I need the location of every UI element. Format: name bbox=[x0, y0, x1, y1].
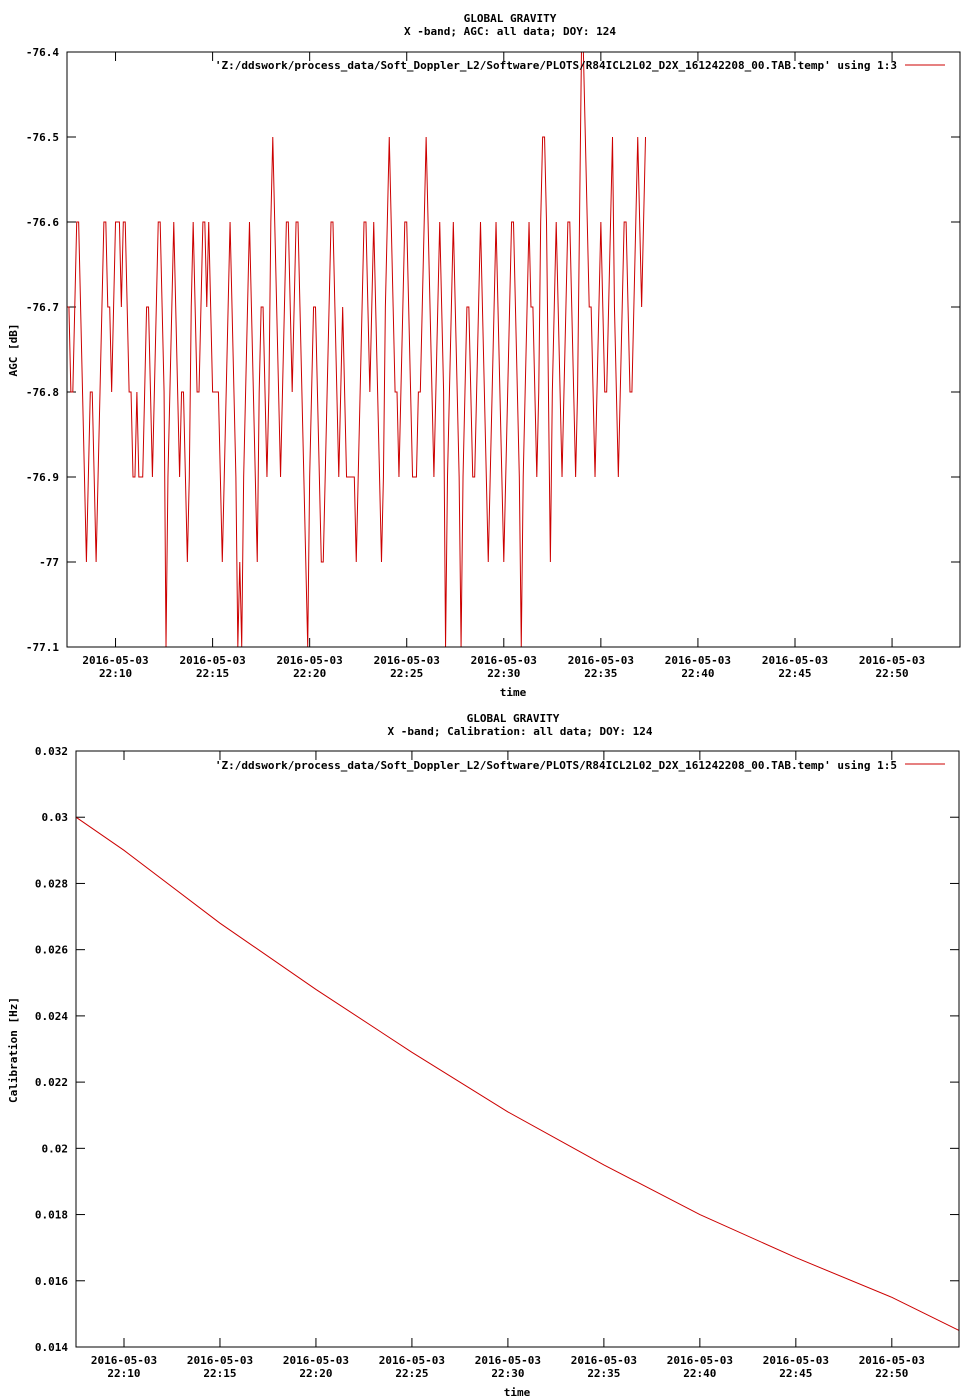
x-tick-date-label: 2016-05-03 bbox=[187, 1354, 253, 1367]
y-tick-label: -76.7 bbox=[26, 301, 59, 314]
y-tick-label: 0.02 bbox=[42, 1142, 69, 1155]
agc-legend-label: 'Z:/ddswork/process_data/Soft_Doppler_L2… bbox=[215, 59, 897, 72]
y-tick-label: -77 bbox=[39, 556, 59, 569]
agc-y-axis-label: AGC [dB] bbox=[7, 324, 20, 377]
x-tick-date-label: 2016-05-03 bbox=[283, 1354, 349, 1367]
x-tick-time-label: 22:40 bbox=[681, 667, 714, 680]
y-tick-label: 0.026 bbox=[35, 944, 68, 957]
y-tick-label: -76.9 bbox=[26, 471, 59, 484]
calibration-series-line bbox=[75, 816, 960, 1331]
x-tick-time-label: 22:30 bbox=[491, 1367, 524, 1380]
agc-chart: GLOBAL GRAVITY X -band; AGC: all data; D… bbox=[7, 12, 961, 699]
x-tick-time-label: 22:45 bbox=[779, 1367, 812, 1380]
calibration-plot-frame bbox=[75, 750, 960, 1348]
x-tick-time-label: 22:45 bbox=[778, 667, 811, 680]
agc-series-line bbox=[67, 51, 647, 648]
x-tick-date-label: 2016-05-03 bbox=[859, 1354, 925, 1367]
x-tick-date-label: 2016-05-03 bbox=[859, 654, 925, 667]
x-tick-date-label: 2016-05-03 bbox=[568, 654, 634, 667]
x-tick-time-label: 22:15 bbox=[196, 667, 229, 680]
x-tick-date-label: 2016-05-03 bbox=[82, 654, 148, 667]
x-tick-time-label: 22:15 bbox=[203, 1367, 236, 1380]
x-tick-time-label: 22:10 bbox=[107, 1367, 140, 1380]
x-tick-date-label: 2016-05-03 bbox=[763, 1354, 829, 1367]
x-tick-time-label: 22:25 bbox=[395, 1367, 428, 1380]
x-tick-time-label: 22:35 bbox=[587, 1367, 620, 1380]
x-tick-time-label: 22:50 bbox=[875, 1367, 908, 1380]
calibration-x-axis-label: time bbox=[504, 1386, 531, 1399]
y-tick-label: -76.8 bbox=[26, 386, 59, 399]
x-tick-date-label: 2016-05-03 bbox=[762, 654, 828, 667]
x-tick-time-label: 22:20 bbox=[293, 667, 326, 680]
x-tick-date-label: 2016-05-03 bbox=[179, 654, 245, 667]
y-tick-label: 0.03 bbox=[42, 811, 69, 824]
y-tick-label: 0.024 bbox=[35, 1010, 68, 1023]
x-tick-date-label: 2016-05-03 bbox=[471, 654, 537, 667]
x-tick-date-label: 2016-05-03 bbox=[665, 654, 731, 667]
y-tick-label: 0.016 bbox=[35, 1275, 68, 1288]
y-tick-label: -76.5 bbox=[26, 131, 59, 144]
calibration-chart-subtitle: X -band; Calibration: all data; DOY: 124 bbox=[388, 725, 653, 738]
y-tick-label: 0.018 bbox=[35, 1209, 68, 1222]
x-tick-date-label: 2016-05-03 bbox=[91, 1354, 157, 1367]
y-tick-label: 0.032 bbox=[35, 745, 68, 758]
x-tick-time-label: 22:10 bbox=[99, 667, 132, 680]
agc-y-ticks: -76.4 -76.5 -76.6 -76.7 -76.8 -76.9 -77 -77.1 bbox=[26, 46, 960, 654]
x-tick-date-label: 2016-05-03 bbox=[571, 1354, 637, 1367]
agc-x-axis-label: time bbox=[500, 686, 527, 699]
x-tick-date-label: 2016-05-03 bbox=[667, 1354, 733, 1367]
x-tick-date-label: 2016-05-03 bbox=[475, 1354, 541, 1367]
x-tick-time-label: 22:20 bbox=[299, 1367, 332, 1380]
calibration-legend-label: 'Z:/ddswork/process_data/Soft_Doppler_L2… bbox=[215, 759, 897, 772]
x-tick-date-label: 2016-05-03 bbox=[374, 654, 440, 667]
agc-x-ticks: 2016-05-0322:102016-05-0322:152016-05-03… bbox=[82, 52, 925, 680]
calibration-y-axis-label: Calibration [Hz] bbox=[7, 997, 20, 1103]
calibration-y-ticks: 0.014 0.016 0.018 0.02 0.022 0.024 0.026 0.028 0… bbox=[35, 745, 959, 1354]
y-tick-label: -76.6 bbox=[26, 216, 59, 229]
x-tick-time-label: 22:50 bbox=[875, 667, 908, 680]
y-tick-label: 0.014 bbox=[35, 1341, 68, 1354]
y-tick-label: 0.028 bbox=[35, 877, 68, 890]
x-tick-date-label: 2016-05-03 bbox=[379, 1354, 445, 1367]
calibration-x-ticks: 2016-05-0322:102016-05-0322:152016-05-03… bbox=[91, 751, 925, 1380]
agc-chart-subtitle: X -band; AGC: all data; DOY: 124 bbox=[404, 25, 616, 38]
agc-chart-title: GLOBAL GRAVITY bbox=[464, 12, 557, 25]
x-tick-date-label: 2016-05-03 bbox=[277, 654, 343, 667]
y-tick-label: -77.1 bbox=[26, 641, 59, 654]
y-tick-label: -76.4 bbox=[26, 46, 59, 59]
calibration-chart: GLOBAL GRAVITY X -band; Calibration: all… bbox=[7, 712, 960, 1399]
x-tick-time-label: 22:25 bbox=[390, 667, 423, 680]
calibration-chart-title: GLOBAL GRAVITY bbox=[467, 712, 560, 725]
x-tick-time-label: 22:35 bbox=[584, 667, 617, 680]
agc-plot-frame bbox=[66, 51, 961, 648]
x-tick-time-label: 22:30 bbox=[487, 667, 520, 680]
x-tick-time-label: 22:40 bbox=[683, 1367, 716, 1380]
y-tick-label: 0.022 bbox=[35, 1076, 68, 1089]
